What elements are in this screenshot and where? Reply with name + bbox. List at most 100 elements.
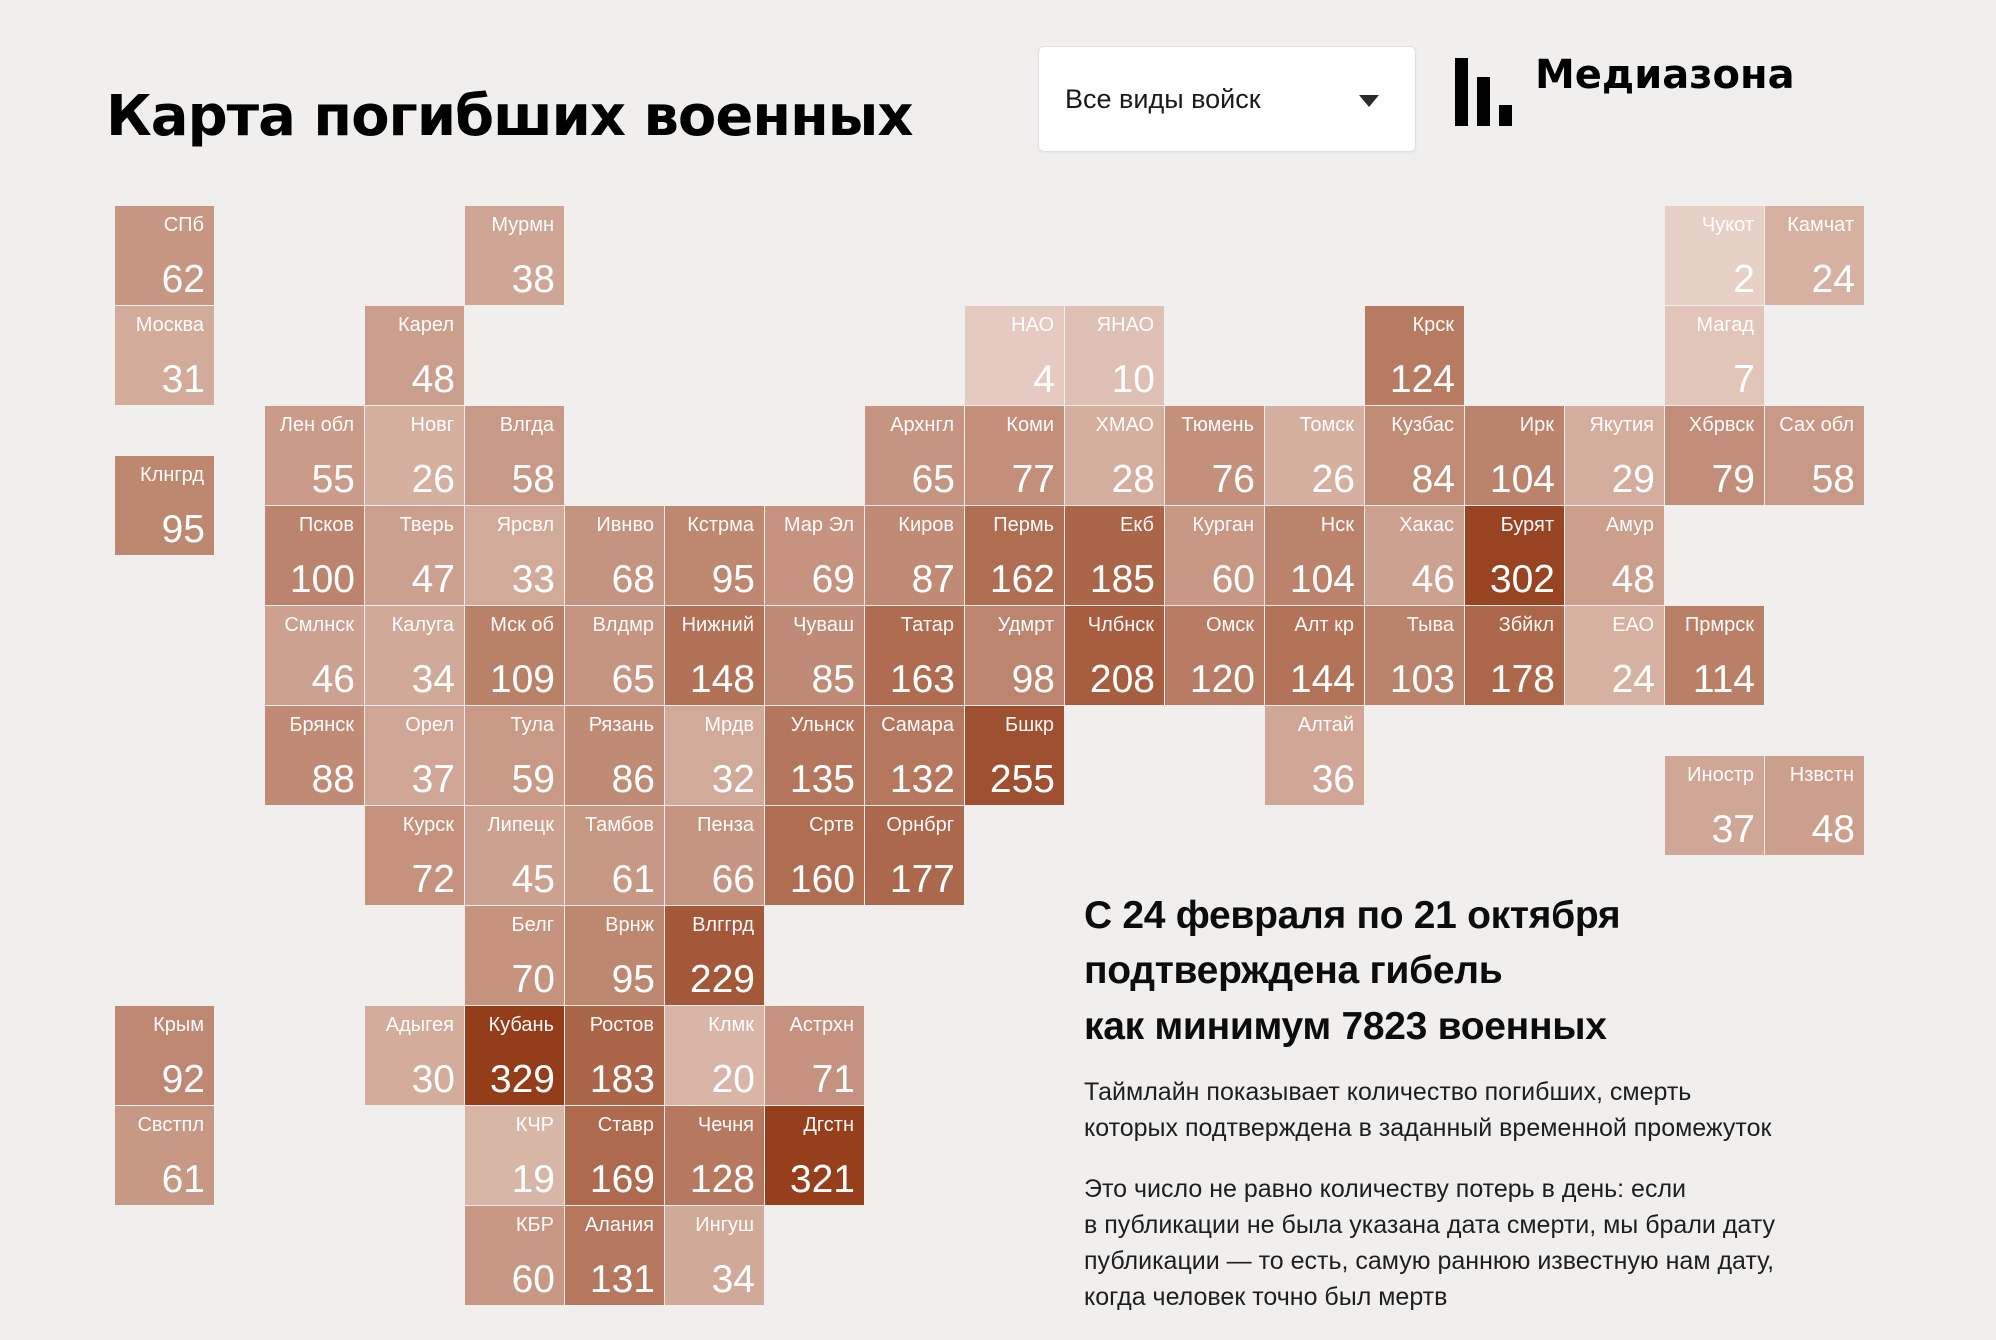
region-tile[interactable]: Влдмр 65 [565,606,664,705]
region-tile[interactable]: Врнж 95 [565,906,664,1005]
region-value: 58 [1811,458,1855,501]
region-tile[interactable]: НАО 4 [965,306,1064,405]
region-tile[interactable]: Пенза 66 [665,806,764,905]
region-label: Влдмр [592,614,654,636]
region-tile[interactable]: Алт кр 144 [1265,606,1364,705]
region-tile[interactable]: Удмрт 98 [965,606,1064,705]
region-tile[interactable]: Чукот 2 [1665,206,1764,305]
region-tile[interactable]: Крск 124 [1365,306,1464,405]
region-tile[interactable]: Збйкл 178 [1465,606,1564,705]
region-tile[interactable]: Хбрвск 79 [1665,406,1764,505]
region-tile[interactable]: Чуваш 85 [765,606,864,705]
region-label: Ивнво [596,514,654,536]
region-tile[interactable]: Кубань 329 [465,1006,564,1105]
region-tile[interactable]: Карел 48 [365,306,464,405]
region-tile[interactable]: Клмк 20 [665,1006,764,1105]
region-tile[interactable]: Лен обл 55 [265,406,364,505]
region-tile[interactable]: Смлнск 46 [265,606,364,705]
region-tile[interactable]: Томск 26 [1265,406,1364,505]
region-tile[interactable]: Кузбас 84 [1365,406,1464,505]
region-tile[interactable]: Дгстн 321 [765,1106,864,1205]
region-tile[interactable]: Ингуш 34 [665,1206,764,1305]
region-tile[interactable]: Члбнск 208 [1065,606,1164,705]
region-label: Новг [410,414,455,436]
region-tile[interactable]: Крым 92 [115,1006,214,1105]
region-tile[interactable]: Ярсвл 33 [465,506,564,605]
region-tile[interactable]: Орнбрг 177 [865,806,964,905]
region-tile[interactable]: Коми 77 [965,406,1064,505]
region-tile[interactable]: СПб 62 [115,206,214,305]
region-tile[interactable]: Кстрма 95 [665,506,764,605]
region-tile[interactable]: Сртв 160 [765,806,864,905]
region-tile[interactable]: Калуга 34 [365,606,464,705]
region-tile[interactable]: Новг 26 [365,406,464,505]
region-value: 95 [611,958,655,1001]
region-tile[interactable]: Магад 7 [1665,306,1764,405]
region-tile[interactable]: Иностр 37 [1665,756,1764,855]
region-tile[interactable]: Прмрск 114 [1665,606,1764,705]
region-tile[interactable]: ХМАО 28 [1065,406,1164,505]
region-tile[interactable]: Клнгрд 95 [115,456,214,555]
region-tile[interactable]: Камчат 24 [1765,206,1864,305]
region-tile[interactable]: Рязань 86 [565,706,664,805]
region-tile[interactable]: Мурмн 38 [465,206,564,305]
region-value: 65 [611,658,655,701]
region-tile[interactable]: Пермь 162 [965,506,1064,605]
region-tile[interactable]: Брянск 88 [265,706,364,805]
region-tile[interactable]: Влгда 58 [465,406,564,505]
region-tile[interactable]: Алтай 36 [1265,706,1364,805]
region-tile[interactable]: Бурят 302 [1465,506,1564,605]
region-tile[interactable]: Самара 132 [865,706,964,805]
region-label: Клмк [708,1014,754,1036]
region-tile[interactable]: Мрдв 32 [665,706,764,805]
region-tile[interactable]: Свстпл 61 [115,1106,214,1205]
region-tile[interactable]: Тверь 47 [365,506,464,605]
region-tile[interactable]: Мск об 109 [465,606,564,705]
region-tile[interactable]: Нижний 148 [665,606,764,705]
region-tile[interactable]: Якутия 29 [1565,406,1664,505]
region-tile[interactable]: Курган 60 [1165,506,1264,605]
region-tile[interactable]: Орел 37 [365,706,464,805]
region-tile[interactable]: Тюмень 76 [1165,406,1264,505]
region-tile[interactable]: Бшкр 255 [965,706,1064,805]
region-tile[interactable]: КБР 60 [465,1206,564,1305]
region-tile[interactable]: Татар 163 [865,606,964,705]
region-tile[interactable]: Сах обл 58 [1765,406,1864,505]
region-tile[interactable]: Тула 59 [465,706,564,805]
region-label: Липецк [487,814,554,836]
region-tile[interactable]: Мар Эл 69 [765,506,864,605]
region-tile[interactable]: Москва 31 [115,306,214,405]
troop-type-select[interactable]: Все виды войск [1038,46,1416,152]
region-tile[interactable]: Нск 104 [1265,506,1364,605]
region-tile[interactable]: Хакас 46 [1365,506,1464,605]
region-tile[interactable]: Архнгл 65 [865,406,964,505]
region-tile[interactable]: ЯНАО 10 [1065,306,1164,405]
region-tile[interactable]: Чечня 128 [665,1106,764,1205]
region-tile[interactable]: Астрхн 71 [765,1006,864,1105]
region-tile[interactable]: Тыва 103 [1365,606,1464,705]
region-tile[interactable]: Киров 87 [865,506,964,605]
region-tile[interactable]: Липецк 45 [465,806,564,905]
mediazona-brand[interactable]: Медиазона [1455,52,1795,126]
region-tile[interactable]: Омск 120 [1165,606,1264,705]
region-tile[interactable]: Белг 70 [465,906,564,1005]
region-tile[interactable]: ЕАО 24 [1565,606,1664,705]
region-tile[interactable]: Влггрд 229 [665,906,764,1005]
region-tile[interactable]: Курск 72 [365,806,464,905]
region-tile[interactable]: Ульнск 135 [765,706,864,805]
region-tile[interactable]: Псков 100 [265,506,364,605]
region-tile[interactable]: Адыгея 30 [365,1006,464,1105]
region-tile[interactable]: КЧР 19 [465,1106,564,1205]
region-tile[interactable]: Екб 185 [1065,506,1164,605]
region-tile[interactable]: Ростов 183 [565,1006,664,1105]
region-value: 100 [289,558,355,601]
region-tile[interactable]: Ставр 169 [565,1106,664,1205]
region-value: 24 [1811,258,1855,301]
region-label: Алт кр [1294,614,1354,636]
region-tile[interactable]: Ивнво 68 [565,506,664,605]
region-tile[interactable]: Алания 131 [565,1206,664,1305]
region-tile[interactable]: Нзвстн 48 [1765,756,1864,855]
region-tile[interactable]: Амур 48 [1565,506,1664,605]
region-tile[interactable]: Ирк 104 [1465,406,1564,505]
region-tile[interactable]: Тамбов 61 [565,806,664,905]
